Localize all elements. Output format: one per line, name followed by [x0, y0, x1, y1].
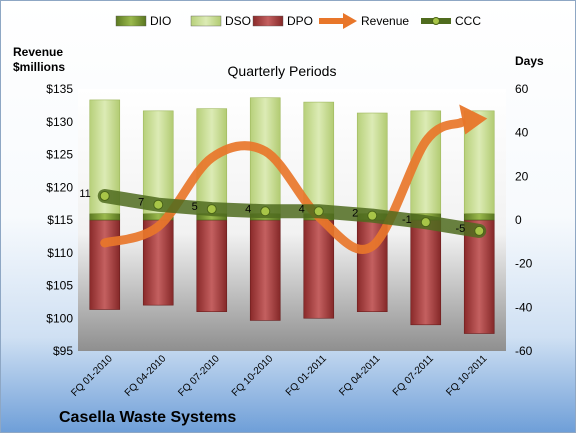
legend-swatch-dio [115, 15, 147, 27]
ccc-data-label: 7 [138, 197, 144, 209]
dpo-bar [196, 219, 228, 312]
legend-swatch-dso [190, 15, 222, 27]
legend-label-revenue: Revenue [361, 14, 409, 28]
dpo-bar [463, 219, 495, 334]
right-tick-label: 0 [515, 213, 522, 227]
x-tick-label: FQ 04-2010 [123, 353, 169, 399]
dso-bar [356, 112, 388, 214]
ccc-line [97, 188, 487, 238]
ccc-data-label: 4 [245, 203, 251, 215]
left-tick-label: $110 [47, 246, 73, 260]
ccc-marker [313, 206, 324, 217]
dpo-bar [89, 219, 121, 310]
ccc-data-label: -1 [402, 214, 412, 226]
ccc-data-label: 11 [79, 188, 90, 200]
x-tick-label: FQ 10-2011 [444, 353, 489, 398]
right-axis: -60 -40 -20 0 20 40 60 [515, 82, 533, 358]
left-tick-label: $100 [46, 311, 73, 325]
left-axis-title-line1: Revenue [13, 45, 63, 59]
left-axis-title-line2: $millions [13, 60, 65, 74]
right-tick-label: -40 [515, 300, 533, 314]
revenue-arrowhead [459, 104, 488, 135]
right-tick-label: 40 [515, 126, 529, 140]
ccc-data-label: 5 [192, 201, 198, 213]
right-tick-label: 60 [515, 82, 529, 96]
legend-label-dso: DSO [225, 14, 251, 28]
dpo-bar [303, 219, 335, 319]
right-tick-label: -20 [515, 257, 533, 271]
legend-marker-ccc [432, 17, 440, 25]
left-tick-label: $95 [53, 344, 73, 358]
dpo-bar [410, 219, 442, 326]
x-tick-label: FQ 04-2011 [337, 353, 382, 398]
left-tick-label: $130 [46, 115, 73, 129]
dio-bar [89, 213, 121, 221]
dso-bar [142, 110, 174, 214]
legend: DIO DSO DPO Revenue CCC [115, 13, 481, 29]
right-tick-label: 20 [515, 169, 529, 183]
ccc-data-label: 4 [299, 203, 305, 215]
ccc-marker [99, 190, 110, 201]
ccc-data-label: 2 [352, 208, 358, 220]
revenue-line [100, 117, 466, 254]
left-tick-label: $135 [46, 82, 73, 96]
left-tick-label: $105 [46, 279, 73, 293]
legend-swatch-dpo [252, 15, 284, 27]
chart-title: Quarterly Periods [228, 63, 337, 79]
ccc-series: 11 7 5 4 4 2 -1 -5 [79, 188, 487, 238]
legend-label-dio: DIO [150, 14, 171, 28]
ccc-marker [367, 210, 378, 221]
ccc-marker [260, 206, 271, 217]
x-tick-label: FQ 01-2011 [284, 353, 329, 398]
legend-label-dpo: DPO [287, 14, 313, 28]
ccc-data-label: -5 [455, 223, 465, 235]
revenue-series [100, 104, 488, 254]
left-tick-label: $115 [47, 213, 73, 227]
dpo-bar [249, 219, 281, 321]
legend-label-ccc: CCC [455, 14, 481, 28]
x-axis: FQ 01-2010 FQ 04-2010 FQ 07-2010 FQ 10-2010… [69, 353, 489, 399]
left-tick-label: $125 [46, 148, 73, 162]
ccc-marker [206, 204, 217, 215]
left-tick-label: $120 [46, 180, 73, 194]
x-tick-label: FQ 01-2010 [69, 353, 115, 399]
legend-arrow-revenue [343, 13, 357, 29]
left-axis: $95 $100 $105 $110 $115 $120 $125 $130 $135 [46, 82, 73, 358]
dio-bar [463, 213, 495, 221]
ccc-marker [474, 225, 485, 236]
right-axis-title: Days [515, 54, 544, 68]
right-tick-label: -60 [515, 344, 533, 358]
dso-bar [303, 101, 335, 214]
x-tick-label: FQ 10-2010 [230, 353, 276, 399]
x-tick-label: FQ 07-2011 [391, 353, 436, 398]
company-name: Casella Waste Systems [59, 409, 236, 426]
x-tick-label: FQ 07-2010 [176, 353, 222, 399]
ccc-marker [420, 217, 431, 228]
ccc-marker [153, 199, 164, 210]
